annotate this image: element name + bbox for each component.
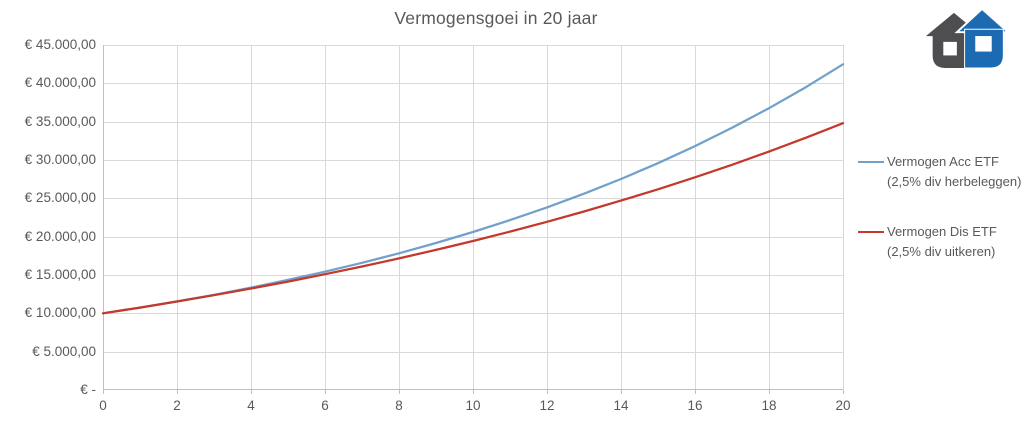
- x-tick-label: 2: [173, 398, 181, 413]
- legend-line-swatch: [858, 231, 884, 233]
- x-tick-label: 6: [321, 398, 329, 413]
- legend-entry-1: Vermogen Dis ETF (2,5% div uitkeren): [858, 222, 1024, 262]
- y-tick-label: € -: [80, 382, 96, 397]
- legend-label-line: Vermogen Acc ETF: [887, 154, 999, 169]
- legend-entry-0: Vermogen Acc ETF (2,5% div herbeleggen): [858, 152, 1024, 192]
- y-tick-label: € 20.000,00: [24, 228, 96, 244]
- legend-label: Vermogen Acc ETF (2,5% div herbeleggen): [887, 152, 1021, 192]
- y-tick-label: € 10.000,00: [24, 305, 96, 321]
- x-tick-label: 12: [539, 398, 555, 413]
- x-tick-label: 8: [395, 398, 403, 413]
- x-tick-label: 4: [247, 398, 255, 413]
- gray-house-window: [943, 41, 957, 56]
- y-tick-label: € 5.000,00: [32, 343, 96, 359]
- x-tick-label: 14: [613, 398, 629, 413]
- legend-label-line: (2,5% div uitkeren): [887, 244, 996, 259]
- two-houses-logo-icon: [925, 7, 1011, 69]
- chart-legend: Vermogen Acc ETF (2,5% div herbeleggen) Ve…: [858, 152, 1024, 292]
- y-tick-label: € 40.000,00: [24, 75, 96, 91]
- x-tick-label: 18: [761, 398, 777, 413]
- legend-line-swatch: [858, 161, 884, 163]
- series-line-1: [101, 122, 845, 315]
- x-tick-label: 10: [465, 398, 481, 413]
- x-tick-label: 20: [835, 398, 851, 413]
- y-tick-label: € 25.000,00: [24, 190, 96, 206]
- legend-label-line: Vermogen Dis ETF: [887, 224, 997, 239]
- y-tick-label: € 45.000,00: [24, 37, 96, 52]
- y-tick-label: € 35.000,00: [24, 113, 96, 129]
- blue-house-window: [975, 36, 992, 52]
- legend-label: Vermogen Dis ETF (2,5% div uitkeren): [887, 222, 997, 262]
- blue-house-roof: [954, 7, 1011, 34]
- chart-title: Vermogensgoei in 20 jaar: [394, 8, 598, 28]
- y-tick-label: € 15.000,00: [24, 267, 96, 282]
- x-tick-label: 0: [99, 398, 107, 413]
- y-tick-label: € 30.000,00: [24, 152, 96, 167]
- x-tick-label: 16: [687, 398, 703, 413]
- legend-label-line: (2,5% div herbeleggen): [887, 174, 1022, 189]
- plot-area: [101, 45, 845, 394]
